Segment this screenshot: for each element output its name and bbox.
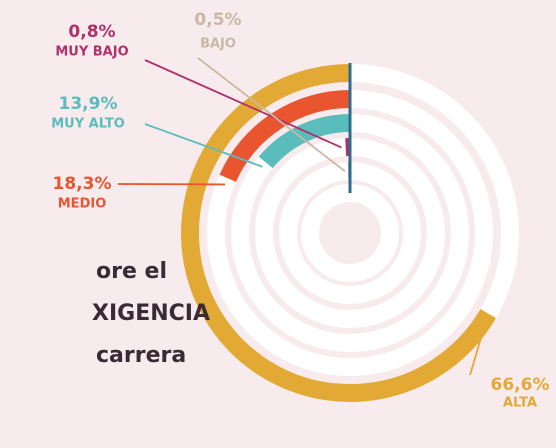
arc-bar xyxy=(258,114,351,169)
legend-label: MUY BAJO xyxy=(55,45,128,60)
leader-line xyxy=(144,59,342,149)
legend-label: MUY ALTO xyxy=(51,117,125,132)
leader-line xyxy=(469,313,490,376)
legend-label: MEDIO xyxy=(58,197,107,212)
legend-label: ALTA xyxy=(503,396,537,411)
legend-label: BAJO xyxy=(200,37,236,52)
value-label: 0,8% xyxy=(68,22,115,42)
leader-line xyxy=(197,57,346,172)
arc-bar xyxy=(181,64,496,402)
side-text: ore el xyxy=(96,259,167,284)
value-label: 66,6% xyxy=(491,375,550,395)
track xyxy=(301,184,399,282)
value-label: 18,3% xyxy=(53,174,112,194)
value-label: 0,5% xyxy=(194,10,241,30)
arc-bar xyxy=(219,90,351,183)
side-text: carrera xyxy=(96,343,186,368)
value-label: 13,9% xyxy=(59,94,118,114)
side-text: XIGENCIA xyxy=(92,301,210,326)
leader-line xyxy=(144,123,263,168)
